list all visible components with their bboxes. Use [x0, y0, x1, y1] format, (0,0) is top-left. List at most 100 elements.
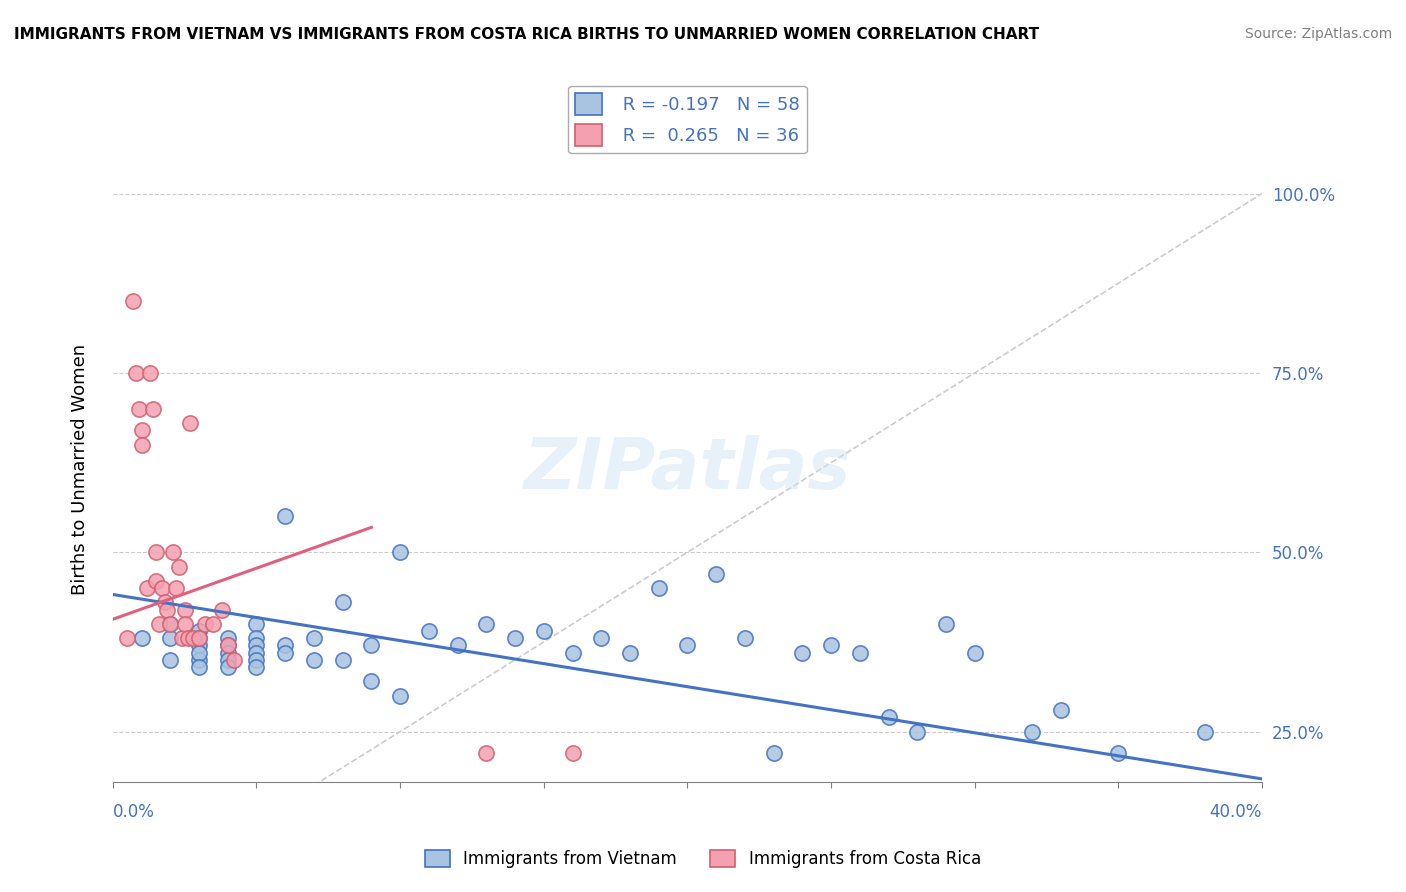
Point: [217, 660, 239, 674]
Point: [245, 646, 267, 660]
Point: [561, 646, 583, 660]
Point: [148, 617, 170, 632]
Point: [170, 632, 193, 646]
Point: [1164, 789, 1187, 804]
Point: [167, 559, 190, 574]
Point: [159, 617, 181, 632]
Point: [173, 602, 195, 616]
Point: [905, 724, 928, 739]
Point: [217, 639, 239, 653]
Point: [332, 653, 354, 667]
Point: [1194, 724, 1216, 739]
Point: [332, 595, 354, 609]
Point: [153, 595, 176, 609]
Point: [150, 581, 173, 595]
Point: [245, 617, 267, 632]
Point: [188, 653, 211, 667]
Point: [676, 639, 699, 653]
Point: [704, 566, 727, 581]
Point: [245, 653, 267, 667]
Text: IMMIGRANTS FROM VIETNAM VS IMMIGRANTS FROM COSTA RICA BIRTHS TO UNMARRIED WOMEN : IMMIGRANTS FROM VIETNAM VS IMMIGRANTS FR…: [14, 27, 1039, 42]
Point: [211, 602, 233, 616]
Point: [619, 646, 641, 660]
Point: [173, 617, 195, 632]
Point: [792, 646, 814, 660]
Point: [156, 602, 179, 616]
Point: [159, 617, 181, 632]
Point: [302, 632, 325, 646]
Text: Source: ZipAtlas.com: Source: ZipAtlas.com: [1244, 27, 1392, 41]
Point: [274, 797, 297, 811]
Legend:  R = -0.197   N = 58,  R =  0.265   N = 36: R = -0.197 N = 58, R = 0.265 N = 36: [568, 86, 807, 153]
Point: [181, 632, 204, 646]
Point: [131, 423, 153, 437]
Point: [176, 632, 198, 646]
Point: [217, 646, 239, 660]
Point: [245, 632, 267, 646]
Point: [131, 437, 153, 451]
Point: [188, 632, 211, 646]
Text: ZIPatlas: ZIPatlas: [524, 435, 851, 504]
Point: [877, 710, 900, 724]
Point: [145, 545, 167, 559]
Point: [734, 632, 756, 646]
Point: [139, 366, 162, 380]
Point: [591, 632, 613, 646]
Point: [389, 545, 412, 559]
Point: [179, 416, 201, 430]
Point: [418, 624, 440, 639]
Point: [274, 639, 297, 653]
Point: [165, 581, 187, 595]
Point: [360, 639, 382, 653]
Point: [142, 401, 165, 416]
Point: [1021, 724, 1043, 739]
Point: [503, 632, 526, 646]
Point: [475, 746, 498, 760]
Point: [217, 653, 239, 667]
Point: [389, 689, 412, 703]
Point: [125, 366, 148, 380]
Point: [274, 646, 297, 660]
Point: [145, 574, 167, 588]
Point: [935, 617, 957, 632]
Point: [561, 746, 583, 760]
Point: [533, 624, 555, 639]
Point: [222, 653, 245, 667]
Point: [475, 617, 498, 632]
Point: [1107, 746, 1129, 760]
Point: [849, 646, 872, 660]
Point: [194, 617, 217, 632]
Point: [360, 674, 382, 689]
Point: [188, 639, 211, 653]
Point: [245, 639, 267, 653]
Point: [128, 401, 150, 416]
Point: [122, 294, 145, 309]
Legend: Immigrants from Vietnam, Immigrants from Costa Rica: Immigrants from Vietnam, Immigrants from…: [419, 843, 987, 875]
Point: [188, 660, 211, 674]
Point: [1050, 703, 1073, 717]
Point: [159, 653, 181, 667]
Point: [993, 789, 1015, 804]
Point: [648, 581, 671, 595]
Point: [159, 632, 181, 646]
Point: [131, 632, 153, 646]
Text: 40.0%: 40.0%: [1209, 804, 1263, 822]
Point: [274, 509, 297, 524]
Point: [202, 617, 225, 632]
Point: [762, 746, 785, 760]
Point: [963, 646, 986, 660]
Point: [188, 624, 211, 639]
Point: [245, 660, 267, 674]
Y-axis label: Births to Unmarried Women: Births to Unmarried Women: [72, 344, 89, 595]
Point: [217, 632, 239, 646]
Point: [820, 639, 842, 653]
Point: [245, 797, 267, 811]
Point: [115, 632, 138, 646]
Point: [136, 581, 159, 595]
Text: 0.0%: 0.0%: [112, 804, 155, 822]
Point: [332, 797, 354, 811]
Point: [162, 545, 184, 559]
Point: [302, 653, 325, 667]
Point: [217, 639, 239, 653]
Point: [188, 632, 211, 646]
